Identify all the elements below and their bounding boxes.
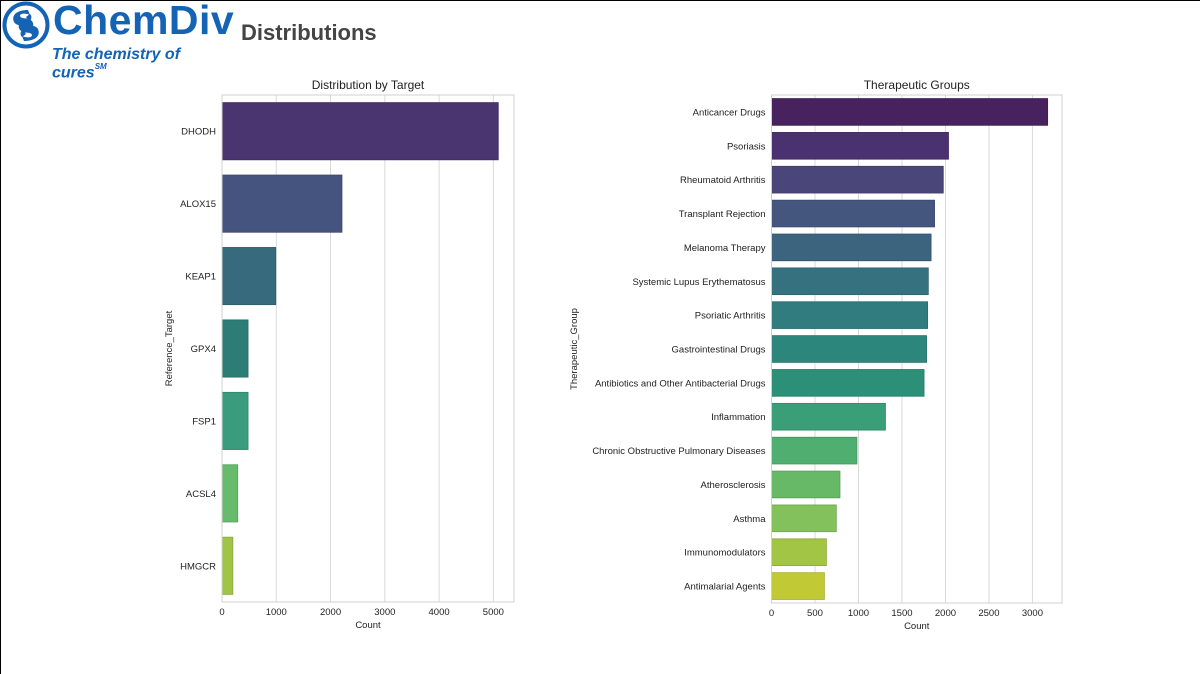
bar [771,436,858,465]
distribution-by-target-chart: 0 1000 2000 3000 4000 5000 DHODH ALOX15 KEAP1 GPX… [164,78,515,631]
page-title: Distributions [241,20,377,45]
x-tick-label: 2000 [935,608,956,619]
y-tick-label: FSP1 [192,416,216,427]
x-tick-label: 1500 [891,608,912,619]
x-tick-label: 2000 [320,607,341,618]
x-tick-label: 1000 [266,607,287,618]
bar [771,301,929,329]
x-tick-label: 3000 [374,607,395,618]
y-tick-label: Atherosclerosis [701,480,766,491]
bar [771,470,841,499]
logo-wordmark: ChemDiv [53,0,235,43]
therapeutic-groups-chart: 0 500 1000 1500 2000 2500 3000 Anticancer Drugs… [569,78,1063,632]
y-tick-label: Chronic Obstructive Pulmonary Diseases [592,446,765,457]
y-tick-label: Immunomodulators [684,548,766,559]
x-tick-label: 3000 [1022,608,1043,619]
logo-tagline-text: The chemistry of cures [52,46,181,82]
bar [771,165,944,194]
bar [221,174,343,233]
y-tick-label: ACSL4 [186,489,216,500]
x-axis-label: Count [904,621,930,632]
bar [771,369,925,397]
y-tick-label: Antibiotics and Other Antibacterial Drug… [595,378,766,389]
bar [771,504,837,533]
y-tick-label: ALOX15 [180,199,216,210]
window-border-top [0,0,1200,1]
bar [771,98,1049,126]
window-border-left [0,0,1,674]
x-tick-label: 1000 [848,608,869,619]
logo-tagline: The chemistry of curesSM [52,46,236,82]
bar [221,102,499,161]
y-tick-label: KEAP1 [185,272,216,283]
service-mark: SM [94,62,107,71]
chemdiv-logo: ChemDiv The chemistry of curesSM [1,0,236,81]
y-tick-label: Anticancer Drugs [693,107,766,118]
y-axis-label: Therapeutic_Group [569,308,580,390]
x-tick-label: 0 [219,607,224,618]
bar [771,199,935,228]
bar [221,464,239,523]
y-tick-label: Melanoma Therapy [684,243,766,254]
y-tick-label: Rheumatoid Arthritis [680,175,766,186]
y-tick-label: GPX4 [191,344,216,355]
bar [771,267,929,296]
y-tick-label: Gastrointestinal Drugs [672,345,766,356]
chart-title: Distribution by Target [312,78,425,92]
bar [221,247,277,306]
bar [771,233,932,262]
bar [771,132,949,160]
plot-frame [221,94,515,603]
y-tick-label: Transplant Rejection [679,209,766,220]
y-tick-label: Psoriasis [727,141,766,152]
x-tick-label: 4000 [429,607,450,618]
y-tick-label: HMGCR [180,561,216,572]
chemdiv-logo-icon [2,1,50,49]
y-axis-label: Reference_Target [164,310,175,386]
y-tick-label: Inflammation [711,412,765,423]
y-tick-label: Asthma [733,514,766,525]
y-tick-label: Psoriatic Arthritis [695,311,766,322]
y-tick-label: DHODH [181,127,216,138]
bar [771,538,827,566]
chart-title: Therapeutic Groups [864,78,970,92]
bar [221,536,234,595]
y-tick-label: Antimalarial Agents [684,582,766,593]
x-tick-label: 500 [807,608,823,619]
x-tick-label: 0 [769,608,774,619]
bar [771,402,886,431]
plot-frame [771,94,1063,604]
x-tick-label: 2500 [978,608,999,619]
x-axis-label: Count [355,620,381,631]
bar [221,391,249,450]
bar [771,572,825,600]
bar [771,335,927,363]
bar [221,319,249,378]
y-tick-label: Systemic Lupus Erythematosus [632,277,765,288]
x-tick-label: 5000 [483,607,504,618]
